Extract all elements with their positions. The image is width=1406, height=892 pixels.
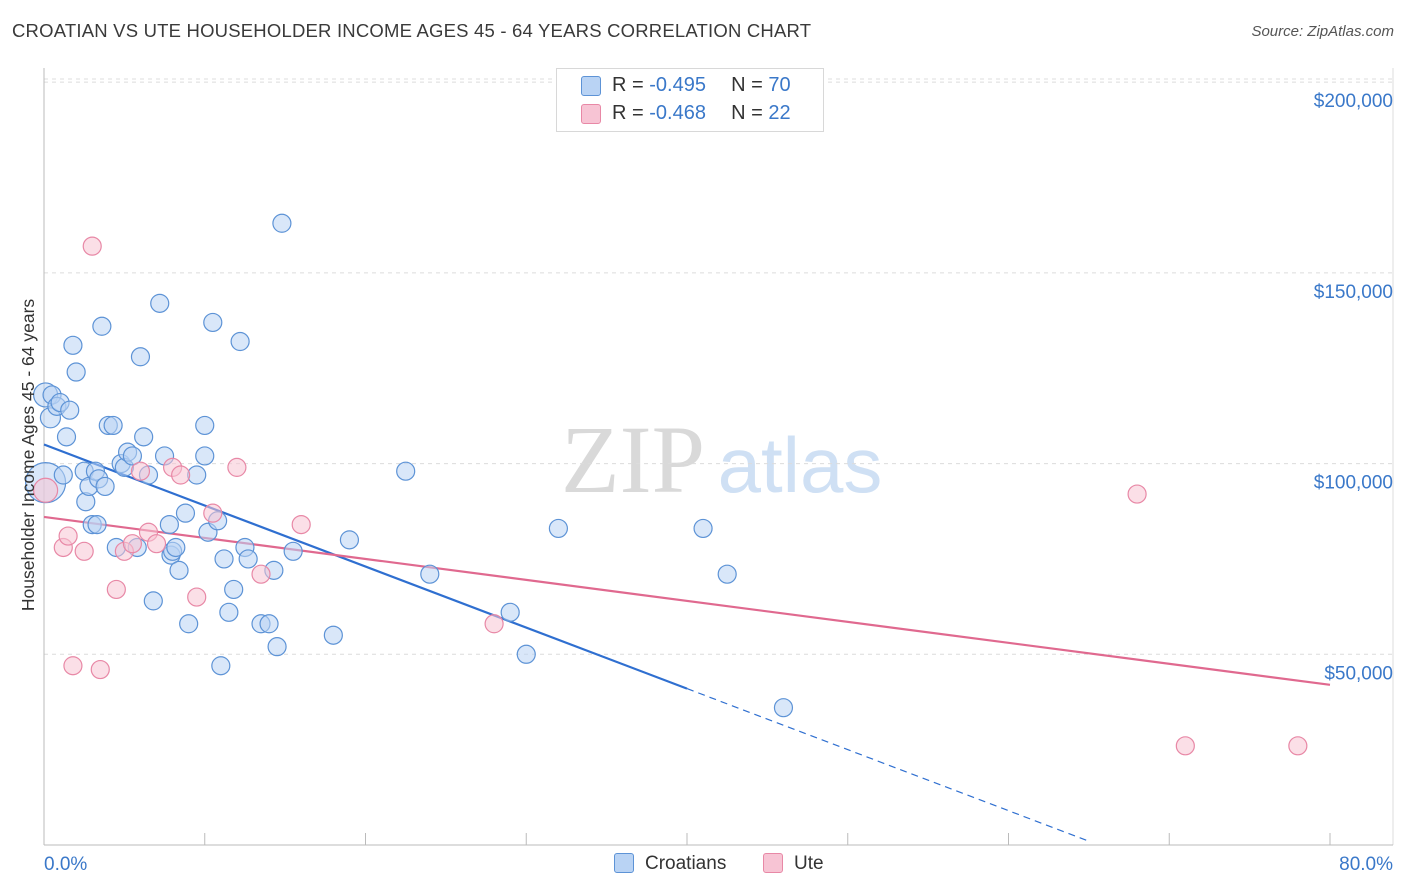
croatians-point[interactable] (420, 564, 440, 584)
stats-pink-n-label: N = (731, 102, 763, 124)
ute-point[interactable] (1127, 484, 1147, 504)
ute-point[interactable] (251, 564, 271, 584)
croatians-point[interactable] (53, 465, 73, 485)
y-tick-label: $150,000 (1314, 282, 1393, 303)
croatians-point[interactable] (169, 560, 189, 580)
croatians-point[interactable] (238, 549, 258, 569)
croatians-point[interactable] (134, 427, 154, 447)
stats-blue-n: 70 (768, 74, 791, 96)
ute-point[interactable] (106, 579, 126, 600)
croatians-point[interactable] (396, 461, 416, 481)
croatians-trendline (43, 443, 688, 690)
croatians-point[interactable] (130, 347, 151, 367)
legend-blue-swatch[interactable] (614, 853, 634, 873)
stats-blue-r: -0.495 (649, 74, 706, 96)
croatians-point[interactable] (203, 312, 223, 333)
ute-point[interactable] (146, 534, 167, 554)
stats-blue-r-label: R = (612, 74, 644, 96)
croatians-point[interactable] (92, 316, 112, 336)
stats-pink-r-label: R = (612, 102, 644, 124)
stats-blue-swatch (581, 76, 601, 96)
y-tick-label: $200,000 (1314, 91, 1393, 112)
croatians-point[interactable] (693, 518, 713, 539)
ute-point[interactable] (484, 614, 504, 634)
croatians-point[interactable] (143, 591, 163, 611)
stats-pink-r: -0.468 (649, 102, 706, 124)
ute-point[interactable] (187, 587, 207, 607)
ute-point[interactable] (171, 465, 191, 485)
ute-point[interactable] (130, 461, 151, 481)
croatians-point[interactable] (259, 614, 279, 634)
croatians-point[interactable] (272, 213, 292, 233)
croatians-point[interactable] (516, 644, 536, 664)
croatians-point[interactable] (214, 549, 234, 569)
croatians-point[interactable] (87, 514, 107, 535)
croatians-point[interactable] (717, 564, 737, 584)
croatians-point[interactable] (219, 602, 239, 622)
croatians-point[interactable] (150, 293, 170, 313)
croatians-trendline-extension (686, 688, 1090, 842)
croatians-point[interactable] (166, 537, 186, 558)
croatians-point[interactable] (230, 331, 250, 352)
y-tick-label: $50,000 (1324, 663, 1393, 684)
ute-point[interactable] (90, 659, 110, 680)
stats-blue-n-label: N = (731, 74, 763, 96)
ute-point[interactable] (291, 514, 311, 535)
croatians-point[interactable] (103, 415, 123, 436)
croatians-point[interactable] (339, 530, 360, 550)
croatians-point[interactable] (773, 698, 794, 718)
ute-trendline (43, 515, 1331, 686)
croatians-point[interactable] (187, 465, 207, 485)
ute-point[interactable] (63, 656, 83, 676)
croatians-point[interactable] (500, 602, 520, 622)
croatians-point[interactable] (195, 415, 215, 436)
croatians-point[interactable] (179, 614, 199, 634)
croatians-point[interactable] (195, 446, 215, 466)
croatians-point[interactable] (60, 400, 80, 420)
source-label: Source: ZipAtlas.com (1251, 23, 1394, 40)
croatians-point[interactable] (175, 503, 196, 523)
ute-point[interactable] (82, 236, 102, 256)
croatians-point[interactable] (66, 362, 86, 382)
y-tick-label: $100,000 (1314, 473, 1393, 494)
croatians-point[interactable] (548, 518, 569, 539)
chart-title: CROATIAN VS UTE HOUSEHOLDER INCOME AGES … (12, 20, 812, 41)
ute-point[interactable] (122, 534, 143, 554)
croatians-point[interactable] (267, 637, 287, 657)
croatians-point[interactable] (323, 625, 343, 645)
ute-point[interactable] (1288, 736, 1308, 756)
stats-pink-swatch (581, 104, 601, 124)
watermark-atlas: atlas (718, 421, 883, 509)
croatians-point[interactable] (95, 476, 115, 497)
ute-point[interactable] (74, 541, 94, 561)
x-tick-label-right: 80.0% (1339, 854, 1393, 875)
x-tick-label-left: 0.0% (44, 854, 87, 875)
legend-pink-swatch[interactable] (763, 853, 783, 873)
croatians-point[interactable] (211, 656, 231, 676)
croatians-point[interactable] (56, 427, 77, 447)
croatians-point[interactable] (283, 541, 303, 561)
croatians-point[interactable] (122, 446, 143, 466)
ute-point[interactable] (227, 457, 247, 477)
stats-blue-row: R = -0.495 N = 70 (612, 74, 791, 97)
croatians-point[interactable] (159, 514, 179, 535)
croatians-point[interactable] (63, 335, 83, 355)
stats-pink-n: 22 (768, 102, 791, 124)
ute-point[interactable] (1175, 736, 1195, 756)
legend-pink-label[interactable]: Ute (794, 853, 824, 874)
y-axis-title: Householder Income Ages 45 - 64 years (18, 299, 38, 612)
ute-point[interactable] (58, 526, 78, 546)
watermark-zip: ZIP (561, 406, 705, 513)
legend-blue-label[interactable]: Croatians (645, 853, 727, 874)
stats-pink-row: R = -0.468 N = 22 (612, 102, 791, 125)
croatians-point[interactable] (224, 579, 244, 600)
ute-point[interactable] (203, 503, 223, 523)
ute-point[interactable] (33, 477, 59, 503)
